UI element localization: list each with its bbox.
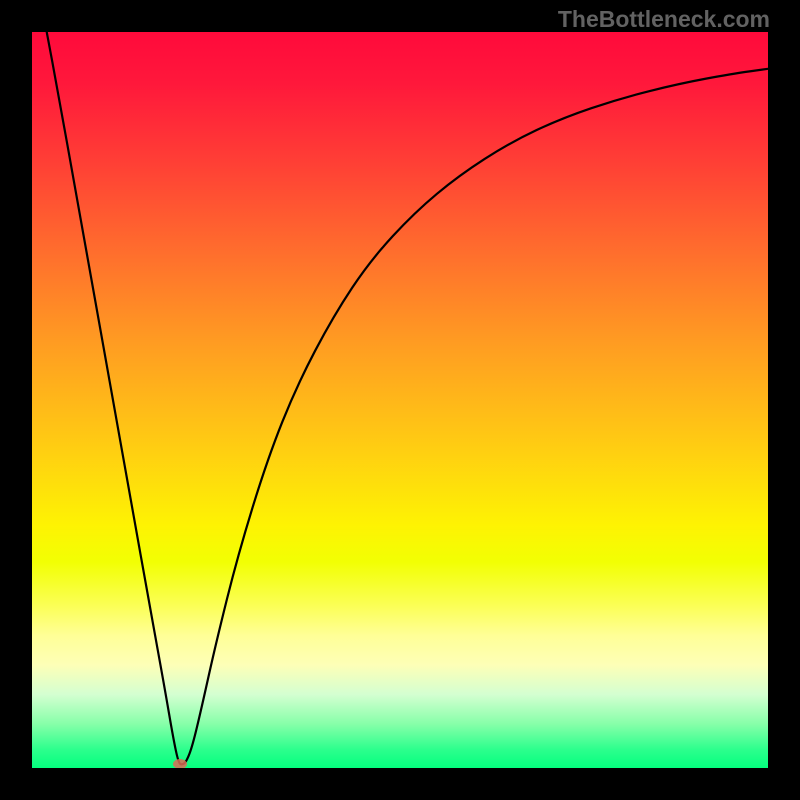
chart-frame: TheBottleneck.com bbox=[0, 0, 800, 800]
bottleneck-curve bbox=[32, 32, 768, 768]
watermark-text: TheBottleneck.com bbox=[558, 6, 770, 33]
minimum-marker bbox=[173, 759, 187, 768]
plot-area bbox=[32, 32, 768, 768]
